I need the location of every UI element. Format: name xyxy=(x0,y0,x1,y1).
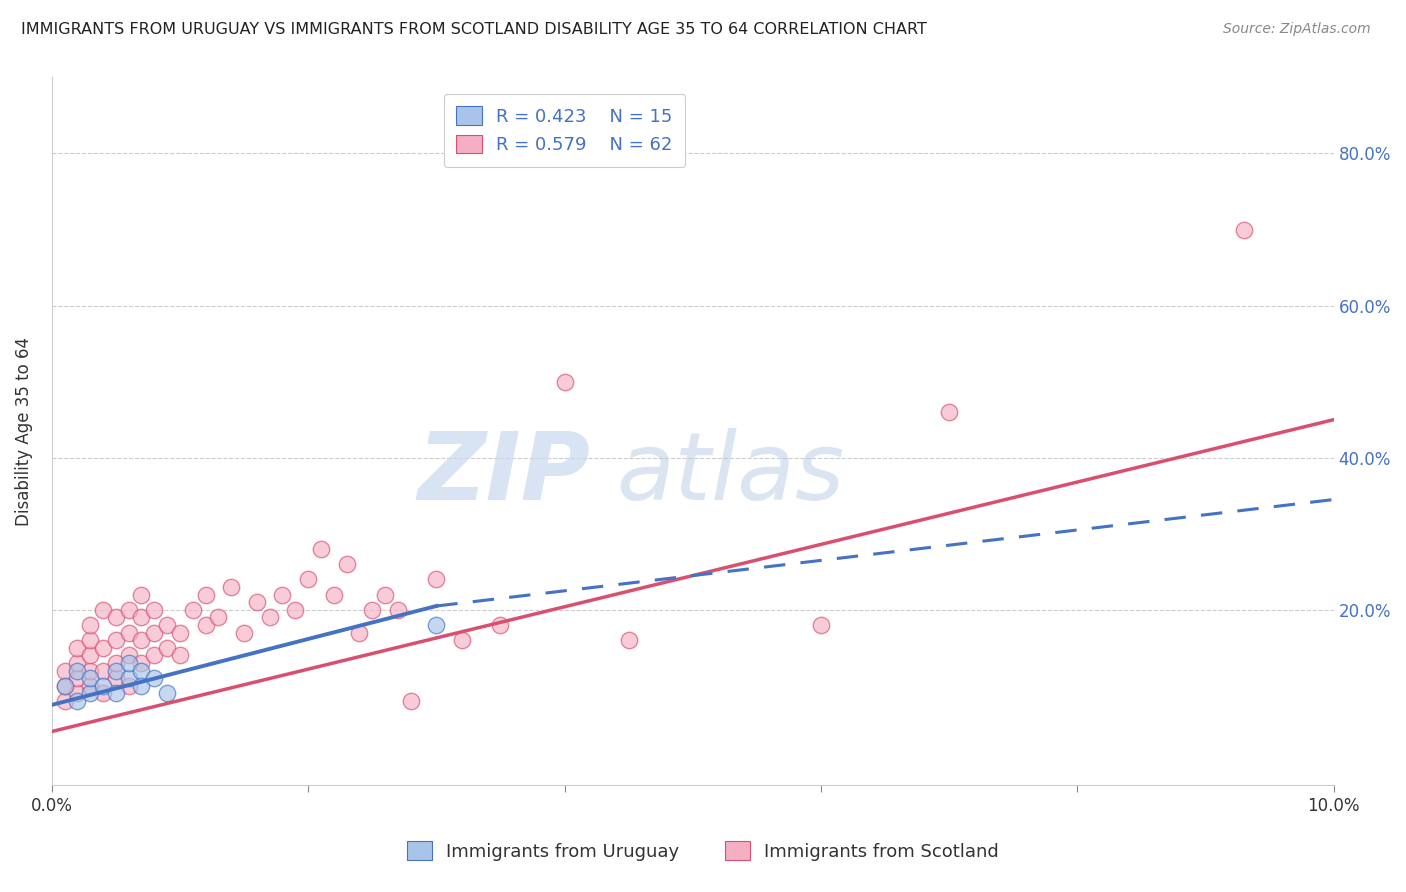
Point xyxy=(1233,222,1256,236)
Point xyxy=(374,588,396,602)
Point xyxy=(271,588,294,602)
Point xyxy=(66,640,89,655)
Point xyxy=(118,656,141,670)
Point xyxy=(259,610,281,624)
Text: atlas: atlas xyxy=(616,428,844,519)
Point xyxy=(309,541,332,556)
Point xyxy=(118,648,141,663)
Point xyxy=(104,664,127,678)
Point xyxy=(79,671,101,685)
Point xyxy=(131,610,153,624)
Point xyxy=(617,633,640,648)
Point xyxy=(79,686,101,700)
Point xyxy=(118,603,141,617)
Point xyxy=(91,640,114,655)
Point xyxy=(143,648,166,663)
Point xyxy=(194,618,217,632)
Point xyxy=(66,694,89,708)
Point xyxy=(91,679,114,693)
Point xyxy=(233,625,256,640)
Y-axis label: Disability Age 35 to 64: Disability Age 35 to 64 xyxy=(15,336,32,525)
Point xyxy=(91,686,114,700)
Point xyxy=(104,610,127,624)
Point xyxy=(131,633,153,648)
Point xyxy=(79,633,101,648)
Point xyxy=(79,679,101,693)
Point xyxy=(297,573,319,587)
Point xyxy=(91,603,114,617)
Point xyxy=(131,679,153,693)
Point xyxy=(104,686,127,700)
Point xyxy=(53,664,76,678)
Point xyxy=(66,664,89,678)
Point xyxy=(53,694,76,708)
Legend: R = 0.423    N = 15, R = 0.579    N = 62: R = 0.423 N = 15, R = 0.579 N = 62 xyxy=(444,94,685,167)
Point xyxy=(399,694,422,708)
Point xyxy=(810,618,832,632)
Text: IMMIGRANTS FROM URUGUAY VS IMMIGRANTS FROM SCOTLAND DISABILITY AGE 35 TO 64 CORR: IMMIGRANTS FROM URUGUAY VS IMMIGRANTS FR… xyxy=(21,22,927,37)
Point xyxy=(156,618,179,632)
Point xyxy=(91,664,114,678)
Point xyxy=(489,618,512,632)
Point xyxy=(246,595,269,609)
Text: Source: ZipAtlas.com: Source: ZipAtlas.com xyxy=(1223,22,1371,37)
Point xyxy=(143,671,166,685)
Point xyxy=(169,648,191,663)
Point xyxy=(143,603,166,617)
Point xyxy=(207,610,229,624)
Point xyxy=(118,679,141,693)
Point xyxy=(938,405,960,419)
Point xyxy=(156,640,179,655)
Text: ZIP: ZIP xyxy=(418,427,591,519)
Point xyxy=(104,671,127,685)
Point xyxy=(79,664,101,678)
Point xyxy=(53,679,76,693)
Point xyxy=(131,588,153,602)
Point xyxy=(104,633,127,648)
Point xyxy=(66,671,89,685)
Point xyxy=(451,633,474,648)
Point xyxy=(349,625,371,640)
Point xyxy=(79,618,101,632)
Point xyxy=(118,625,141,640)
Point xyxy=(361,603,384,617)
Point xyxy=(104,656,127,670)
Point xyxy=(425,573,447,587)
Point xyxy=(284,603,307,617)
Point xyxy=(194,588,217,602)
Point xyxy=(181,603,204,617)
Point xyxy=(387,603,409,617)
Point xyxy=(169,625,191,640)
Point xyxy=(143,625,166,640)
Point xyxy=(118,671,141,685)
Point xyxy=(219,580,242,594)
Point xyxy=(131,656,153,670)
Point xyxy=(156,686,179,700)
Point xyxy=(53,679,76,693)
Point xyxy=(425,618,447,632)
Point xyxy=(131,664,153,678)
Point xyxy=(66,656,89,670)
Point xyxy=(553,375,575,389)
Point xyxy=(336,558,359,572)
Legend: Immigrants from Uruguay, Immigrants from Scotland: Immigrants from Uruguay, Immigrants from… xyxy=(398,832,1008,870)
Point xyxy=(322,588,344,602)
Point xyxy=(79,648,101,663)
Point xyxy=(66,686,89,700)
